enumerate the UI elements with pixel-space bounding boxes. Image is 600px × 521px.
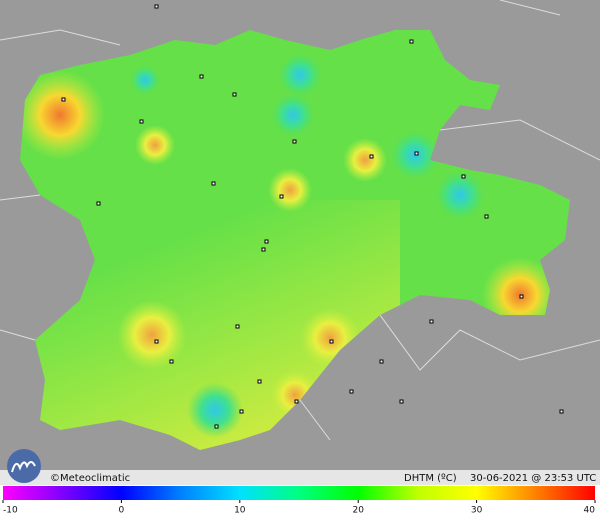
- scale-tick-label: 10: [234, 506, 246, 516]
- scale-tick-label: 30: [471, 506, 483, 516]
- logo: [7, 449, 41, 483]
- scale-tick-label: 0: [119, 506, 125, 516]
- footer-bar: [0, 470, 600, 485]
- stations: [61, 4, 564, 429]
- color-scale: [3, 486, 595, 500]
- variable-label: DHTM (ºC): [404, 473, 457, 484]
- timestamp: 30-06-2021 @ 23:53 UTC: [470, 473, 596, 484]
- scale-tick-label: 40: [584, 506, 596, 516]
- borders: [0, 0, 600, 441]
- scale-tick-label: 20: [352, 506, 364, 516]
- credit: ©Meteoclimatic: [50, 473, 130, 484]
- scale-tick-label: -10: [3, 506, 18, 516]
- logo-mark: [11, 461, 36, 473]
- scale-label-band: [0, 500, 600, 521]
